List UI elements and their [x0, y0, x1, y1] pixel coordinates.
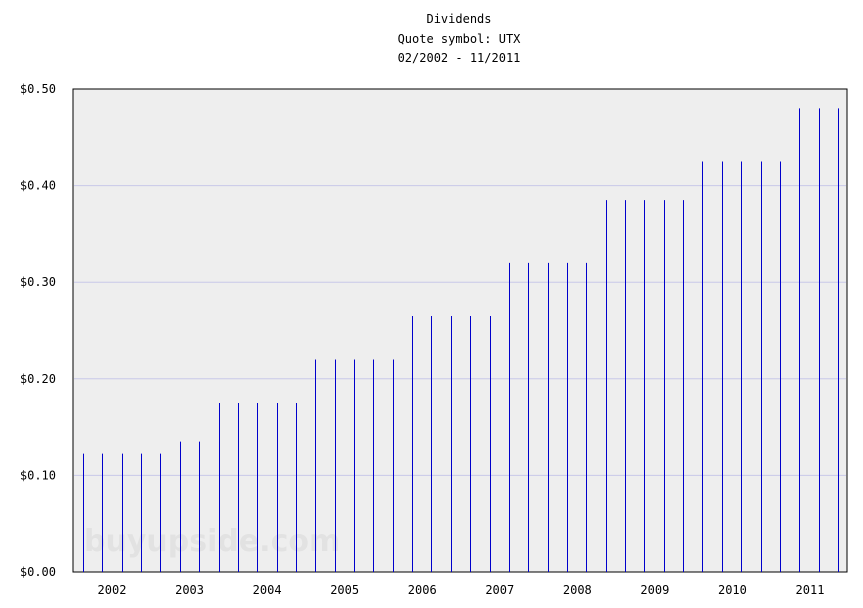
x-tick-label: 2003	[175, 583, 204, 597]
x-tick-label: 2009	[640, 583, 669, 597]
x-tick-label: 2004	[253, 583, 282, 597]
bar-series	[83, 108, 839, 572]
x-tick-label: 2007	[485, 583, 514, 597]
watermark: buyupside.com	[84, 524, 340, 559]
y-tick-label: $0.00	[20, 565, 56, 579]
x-tick-label: 2008	[563, 583, 592, 597]
y-tick-label: $0.30	[20, 275, 56, 289]
chart-title: Dividends	[426, 12, 491, 26]
y-tick-label: $0.40	[20, 179, 56, 193]
x-tick-label: 2010	[718, 583, 747, 597]
y-axis-labels: $0.00 $0.10 $0.20 $0.30 $0.40 $0.50	[20, 82, 56, 579]
chart-date-range: 02/2002 - 11/2011	[398, 51, 521, 65]
y-tick-label: $0.50	[20, 82, 56, 96]
plot-area	[72, 88, 848, 573]
chart-subtitle: Quote symbol: UTX	[398, 32, 522, 46]
grid-lines	[74, 185, 846, 476]
x-tick-label: 2005	[330, 583, 359, 597]
x-tick-label: 2002	[98, 583, 127, 597]
x-axis-labels: 2002 2003 2004 2005 2006 2007 2008 2009 2010 2011	[98, 583, 825, 597]
x-tick-label: 2006	[408, 583, 437, 597]
x-tick-label: 2011	[796, 583, 825, 597]
y-tick-label: $0.20	[20, 372, 56, 386]
y-tick-label: $0.10	[20, 468, 56, 482]
